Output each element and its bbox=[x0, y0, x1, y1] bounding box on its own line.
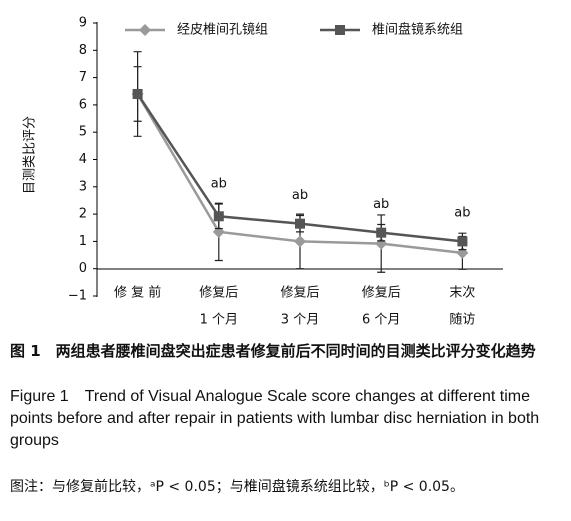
y-tick-label: 4 bbox=[79, 152, 87, 167]
point bbox=[457, 236, 468, 247]
x-tick-label: 修复后 bbox=[280, 286, 319, 301]
y-tick-label: 8 bbox=[79, 43, 87, 58]
point bbox=[132, 88, 143, 99]
x-tick-label: 1 个月 bbox=[200, 313, 238, 328]
annotation: ab bbox=[292, 188, 308, 203]
y-tick-label: 1 bbox=[79, 234, 87, 249]
x-tick-label: 3 个月 bbox=[281, 313, 319, 328]
x-tick-label: 6 个月 bbox=[362, 313, 400, 328]
y-tick-label: −1 bbox=[68, 289, 87, 304]
caption-cn: 图 1 两组患者腰椎间盘突出症患者修复前后不同时间的目测类比评分变化趋势 bbox=[10, 342, 536, 360]
annotation: ab bbox=[211, 176, 227, 191]
x-tick-label: 修复后 bbox=[362, 286, 401, 301]
caption-en: Figure 1 Trend of Visual Analogue Scale … bbox=[10, 388, 540, 449]
y-tick-label: 0 bbox=[79, 261, 87, 276]
legend-marker bbox=[139, 24, 151, 36]
annotation: ab bbox=[373, 197, 389, 212]
y-tick-label: 5 bbox=[79, 125, 87, 140]
caption-note: 图注：与修复前比较，ᵃP < 0.05；与椎间盘镜系统组比较，ᵇP < 0.05… bbox=[10, 479, 464, 495]
y-tick-label: 2 bbox=[79, 207, 87, 222]
point bbox=[376, 227, 387, 238]
legend-label: 经皮椎间孔镜组 bbox=[177, 23, 268, 38]
y-axis-label: 目测类比评分 bbox=[23, 116, 38, 194]
x-tick-label: 随访 bbox=[449, 313, 475, 328]
legend-label: 椎间盘镜系统组 bbox=[372, 22, 463, 38]
annotation: ab bbox=[454, 206, 470, 221]
chart: 目测类比评分 −1 0 1 2 3 4 5 6 7 8 9 修 复 前 修复后 1 个月 修复后 3 个月 修复… bbox=[23, 16, 503, 328]
x-tick-label: 修复后 bbox=[199, 286, 238, 301]
point bbox=[295, 218, 305, 229]
y-tick-label: 6 bbox=[79, 97, 87, 112]
x-tick-label: 修 复 前 bbox=[114, 285, 161, 301]
legend-marker bbox=[335, 25, 345, 35]
y-tick-label: 9 bbox=[79, 16, 87, 31]
y-tick-label: 3 bbox=[79, 179, 87, 194]
x-tick-label: 末次 bbox=[449, 285, 475, 301]
point bbox=[294, 235, 306, 248]
y-tick-label: 7 bbox=[79, 70, 87, 85]
point bbox=[213, 211, 224, 222]
